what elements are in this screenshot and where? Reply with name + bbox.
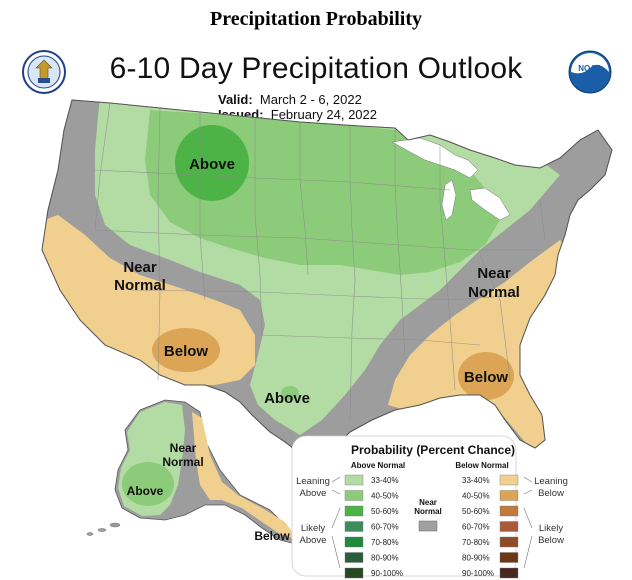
label-alaska-below: Below xyxy=(254,529,290,543)
valid-value: March 2 - 6, 2022 xyxy=(259,92,362,107)
legend: Probability (Percent Chance) Above Norma… xyxy=(291,435,568,579)
legend-leaning-above-1: Leaning xyxy=(296,476,330,487)
legend-leaning-above-2: Above xyxy=(300,488,327,499)
legend-above-range-label: 60-70% xyxy=(371,523,399,532)
svg-text:NOAA: NOAA xyxy=(578,64,602,73)
legend-near-normal-swatch xyxy=(418,520,438,532)
label-near-normal-west-1: Near xyxy=(123,259,157,276)
legend-below-swatch xyxy=(499,474,519,486)
legend-above-range-label: 40-50% xyxy=(371,492,399,501)
legend-above-swatch xyxy=(344,552,364,563)
legend-below-swatches: 33-40% 40-50% 50-60% 60-70% 70-80% 80-90% 90-1… xyxy=(462,474,519,579)
legend-below-range-label: 60-70% xyxy=(462,523,490,532)
legend-above-header: Above Normal xyxy=(351,461,405,470)
label-alaska-near-1: Near xyxy=(170,441,197,455)
legend-above-swatch xyxy=(344,490,364,501)
aleutian-islands xyxy=(86,522,121,536)
legend-below-range-label: 70-80% xyxy=(462,538,490,547)
state-borders xyxy=(94,102,546,421)
legend-below-range-label: 50-60% xyxy=(462,507,490,516)
southeast-below-40-50-region xyxy=(458,352,514,400)
legend-likely-above-2: Above xyxy=(300,535,327,546)
map-title: 6-10 Day Precipitation Outlook xyxy=(109,52,523,85)
legend-below-range-label: 40-50% xyxy=(462,492,490,501)
alaska-above-40-50-region xyxy=(122,462,174,506)
valid-label: Valid: xyxy=(218,92,253,107)
great-lakes xyxy=(391,137,479,179)
lake-michigan xyxy=(441,179,457,221)
legend-title: Probability (Percent Chance) xyxy=(351,443,515,457)
legend-above-range-label: 50-60% xyxy=(371,507,399,516)
texas-above-40-50-region xyxy=(281,386,299,400)
label-below-southeast: Below xyxy=(464,369,509,386)
southeast-below-33-40-region xyxy=(388,240,575,450)
legend-above-swatch xyxy=(344,536,364,548)
legend-above-swatch xyxy=(344,567,364,579)
legend-above-swatches: 33-40% 40-50% 50-60% 60-70% 70-80% 80-90% 90-1… xyxy=(344,474,403,579)
legend-below-header: Below Normal xyxy=(455,461,508,470)
legend-above-range-label: 90-100% xyxy=(371,569,403,578)
legend-likely-below-1: Likely xyxy=(539,523,564,534)
label-near-normal-east-1: Near xyxy=(477,265,511,282)
legend-below-range-label: 33-40% xyxy=(462,476,490,485)
legend-below-range-label: 80-90% xyxy=(462,554,490,563)
label-near-normal-west-2: Normal xyxy=(114,277,166,294)
page-header-title: Precipitation Probability xyxy=(209,8,423,30)
above-50-60-region xyxy=(175,125,249,201)
legend-below-swatch xyxy=(499,490,519,501)
legend-near-normal-1: Near xyxy=(419,498,437,507)
legend-brackets xyxy=(331,476,533,569)
label-below-southwest: Below xyxy=(164,343,209,360)
legend-below-swatch xyxy=(499,505,519,517)
noaa-logo-icon: NOAA xyxy=(568,50,612,94)
legend-below-swatch xyxy=(499,552,519,563)
issued-value: February 24, 2022 xyxy=(270,107,377,122)
legend-above-range-label: 80-90% xyxy=(371,554,399,563)
label-near-normal-east-2: Normal xyxy=(468,284,520,301)
legend-likely-below-2: Below xyxy=(538,535,564,546)
legend-above-range-label: 33-40% xyxy=(371,476,399,485)
legend-above-swatch xyxy=(344,521,364,532)
legend-below-swatch xyxy=(499,521,519,532)
legend-above-range-label: 70-80% xyxy=(371,538,399,547)
west-below-40-50-region xyxy=(152,328,220,372)
legend-near-normal-2: Normal xyxy=(414,507,442,516)
label-above-north: Above xyxy=(189,156,235,173)
label-above-texas: Above xyxy=(264,390,310,407)
legend-above-swatch xyxy=(344,474,364,486)
legend-below-swatch xyxy=(499,536,519,548)
legend-likely-above-1: Likely xyxy=(301,523,326,534)
lake-huron-erie xyxy=(469,187,511,221)
valid-dates: Valid: March 2 - 6, 2022 xyxy=(218,92,362,107)
conus-outline xyxy=(41,99,613,471)
label-alaska-above: Above xyxy=(127,484,164,498)
alaska-below-33-40-region xyxy=(192,412,298,540)
commerce-seal-icon xyxy=(22,50,66,94)
legend-below-swatch xyxy=(499,567,519,579)
legend-above-swatch xyxy=(344,505,364,517)
legend-below-range-label: 90-100% xyxy=(462,569,494,578)
legend-leaning-below-1: Leaning xyxy=(534,476,568,487)
legend-leaning-below-2: Below xyxy=(538,488,564,499)
label-alaska-near-2: Normal xyxy=(162,455,203,469)
